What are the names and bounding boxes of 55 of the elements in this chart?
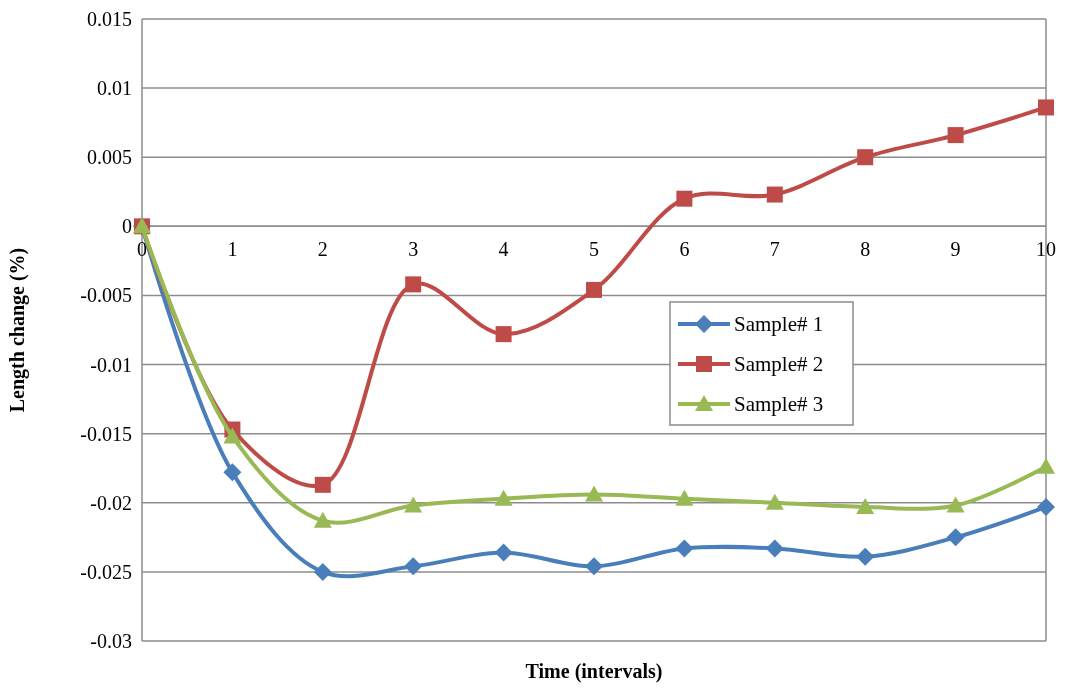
point (313, 562, 332, 581)
point (495, 326, 512, 343)
point (494, 543, 513, 562)
point (1037, 497, 1055, 516)
x-tick-label: 7 (769, 238, 780, 261)
y-tick-label: -0.03 (90, 630, 132, 652)
point (313, 511, 332, 528)
point (857, 149, 874, 166)
y-tick-label: 0.005 (87, 146, 132, 169)
y-tick-label: 0 (122, 215, 132, 238)
point (223, 463, 242, 482)
x-tick-label: 8 (860, 238, 871, 261)
point (1037, 457, 1055, 474)
x-tick-label: 5 (589, 238, 599, 261)
y-tick-label: -0.025 (80, 560, 132, 583)
x-tick-label: 4 (498, 238, 509, 261)
legend-label: Sample# 1 (734, 312, 824, 337)
x-tick-label: 2 (317, 238, 328, 261)
y-tick-label: -0.005 (80, 284, 132, 307)
point (314, 476, 331, 493)
point (675, 539, 694, 558)
y-tick-label: 0.015 (87, 8, 132, 30)
point (675, 489, 694, 506)
x-tick-label: 1 (227, 238, 238, 261)
legend-label: Sample# 3 (734, 392, 824, 417)
point (856, 497, 875, 514)
point (946, 528, 965, 547)
point (585, 485, 603, 502)
point (1038, 99, 1054, 116)
y-tick-label: -0.01 (90, 353, 132, 376)
point (404, 557, 423, 576)
point (765, 493, 784, 510)
y-axis-title: Length change (%) (6, 247, 29, 413)
point (223, 427, 242, 444)
y-tick-label: -0.02 (90, 491, 132, 514)
point (856, 547, 875, 566)
y-tick-label: -0.015 (80, 422, 132, 445)
legend-label: Sample# 2 (734, 352, 824, 377)
point (494, 489, 513, 506)
x-tick-label: 6 (679, 238, 690, 261)
x-tick-label: 0 (137, 238, 147, 261)
point (765, 539, 784, 558)
point (946, 496, 965, 513)
y-tick-label: 0.01 (97, 77, 132, 100)
point (947, 127, 964, 144)
point (585, 557, 603, 576)
x-axis-title: Time (intervals) (525, 660, 663, 683)
point (766, 186, 783, 203)
x-tick-label: 10 (1036, 238, 1056, 261)
point (404, 496, 423, 513)
point (586, 281, 602, 298)
point (405, 276, 422, 293)
x-tick-label: 9 (950, 238, 961, 261)
point (676, 190, 693, 207)
x-tick-label: 3 (408, 238, 419, 261)
